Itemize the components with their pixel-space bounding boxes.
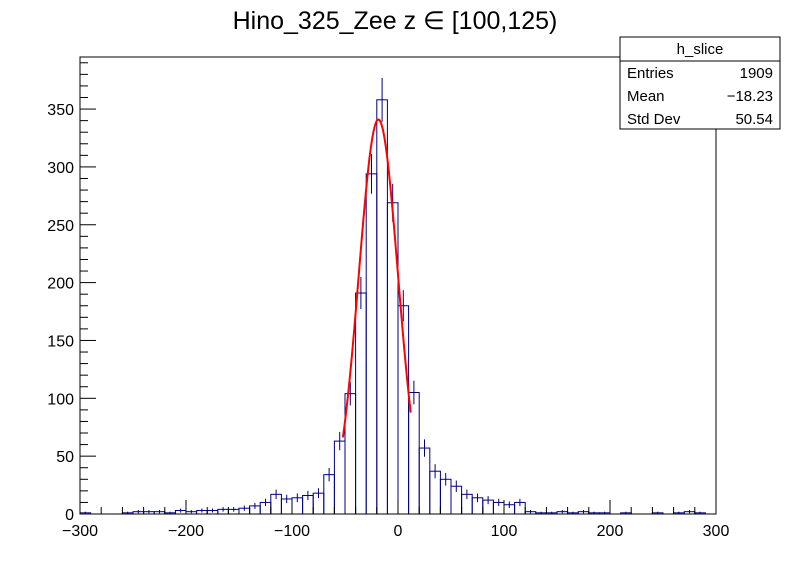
- stats-mean-value: −18.23: [727, 88, 773, 105]
- y-tick-label: 200: [47, 276, 74, 293]
- y-tick-label: 250: [47, 218, 74, 235]
- y-tick-label: 100: [47, 391, 74, 408]
- x-tick-label: 300: [703, 523, 730, 540]
- x-tick-label: 0: [394, 523, 403, 540]
- y-tick-label: 150: [47, 333, 74, 350]
- histogram-bars: [79, 99, 706, 515]
- chart-title: Hino_325_Zee z ∈ [100,125): [233, 7, 558, 35]
- stats-entries-label: Entries: [627, 65, 674, 82]
- y-tick-label: 350: [47, 102, 74, 119]
- stats-box-title: h_slice: [677, 41, 724, 58]
- histogram-bar: [333, 440, 346, 515]
- stats-box-frame: [619, 36, 781, 130]
- x-tick-label: −100: [274, 523, 310, 540]
- y-axis: 0 50 100 150 200 250 300 350: [47, 62, 96, 524]
- histogram-bar: [355, 292, 367, 515]
- stats-box: h_slice Entries 1909 Mean −18.23 Std Dev…: [619, 36, 781, 130]
- x-tick-label: −200: [168, 523, 204, 540]
- y-tick-label: 50: [56, 449, 74, 466]
- error-bars: [84, 77, 701, 514]
- x-tick-label: 200: [597, 523, 624, 540]
- x-tick-label: 100: [491, 523, 518, 540]
- histogram-bar: [376, 99, 388, 515]
- stats-entries-value: 1909: [740, 65, 773, 82]
- y-tick-label: 300: [47, 160, 74, 177]
- y-tick-label: 0: [65, 507, 74, 524]
- histogram-bar: [418, 447, 431, 515]
- x-tick-label: −300: [62, 523, 98, 540]
- stats-stddev-label: Std Dev: [627, 111, 681, 128]
- gaussian-fit-curve: [341, 118, 412, 438]
- histogram-bar: [365, 173, 378, 515]
- x-axis: −300 −200 −100 0 100 200 300: [62, 500, 729, 540]
- stats-stddev-value: 50.54: [735, 111, 773, 128]
- stats-mean-label: Mean: [627, 88, 665, 105]
